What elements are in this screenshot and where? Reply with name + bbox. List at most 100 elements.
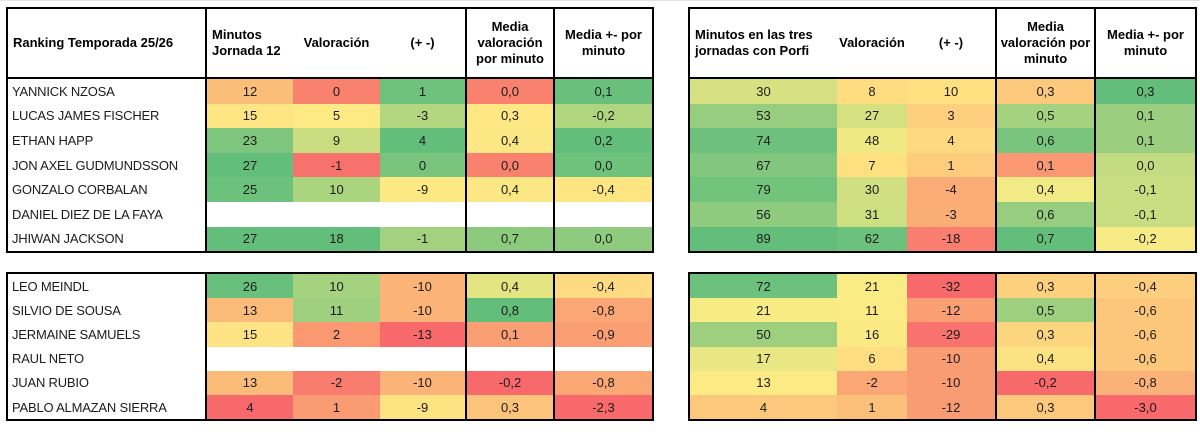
data-cell[interactable] [293,202,380,227]
data-cell[interactable]: -29 [907,322,995,347]
header-plus-minus[interactable]: (+ -) [410,34,435,50]
data-cell[interactable]: 0,4 [465,177,553,202]
data-cell[interactable]: 4 [205,394,293,420]
data-cell[interactable]: 13 [205,298,293,323]
data-cell[interactable]: -12 [907,394,995,420]
data-cell[interactable]: -0,9 [553,322,652,347]
data-cell[interactable]: 27 [205,152,293,178]
data-cell[interactable]: -0,6 [1094,322,1195,347]
data-cell[interactable]: 0,0 [553,226,652,252]
data-cell[interactable]: 27 [205,226,293,252]
data-cell[interactable]: -3 [380,103,465,129]
data-cell[interactable] [465,201,553,227]
data-cell[interactable]: -0,8 [553,298,652,323]
data-cell[interactable]: 13 [205,370,293,395]
player-name-cell[interactable]: DANIEL DIEZ DE LA FAYA [12,206,163,222]
data-cell[interactable]: 30 [690,79,837,104]
data-cell[interactable]: 0,1 [995,152,1094,178]
player-name-cell[interactable]: JERMAINE SAMUELS [12,326,141,342]
data-cell[interactable] [380,202,465,227]
data-cell[interactable]: 30 [837,177,907,202]
data-cell[interactable]: -0,2 [465,370,553,395]
data-cell[interactable]: -0,2 [995,370,1094,395]
data-cell[interactable]: 0,5 [995,298,1094,323]
data-cell[interactable]: 15 [205,322,293,347]
data-cell[interactable]: 12 [205,79,293,104]
data-cell[interactable]: -0,2 [553,103,652,129]
data-cell[interactable]: 56 [690,201,837,227]
player-name-cell[interactable]: GONZALO CORBALAN [12,182,148,198]
data-cell[interactable]: 0,4 [995,177,1094,202]
data-cell[interactable]: 0,3 [1094,79,1195,104]
data-cell[interactable]: -0,8 [553,370,652,395]
data-cell[interactable]: 48 [837,128,907,153]
header-plus-minus[interactable]: (+ -) [938,34,964,50]
header-valoracion[interactable]: Valoración [303,34,370,50]
data-cell[interactable]: 4 [380,128,465,153]
data-cell[interactable]: -10 [907,370,995,395]
data-cell[interactable]: 11 [837,298,907,323]
data-cell[interactable]: 31 [837,201,907,227]
data-cell[interactable]: 6 [837,346,907,371]
data-cell[interactable]: 10 [907,79,995,104]
data-cell[interactable] [205,346,293,371]
data-cell[interactable]: 0,0 [465,152,553,178]
data-cell[interactable]: 0,3 [465,103,553,129]
data-cell[interactable]: 1 [293,394,380,420]
header-media-plus-minus[interactable]: Media +- por minuto [553,9,652,77]
data-cell[interactable]: 2 [293,322,380,347]
data-cell[interactable]: 0,1 [553,79,652,104]
data-cell[interactable]: 3 [907,103,995,129]
data-cell[interactable]: 0,6 [995,128,1094,153]
data-cell[interactable]: -10 [907,346,995,371]
data-cell[interactable]: 0,3 [995,79,1094,104]
data-cell[interactable]: -0,4 [553,274,652,299]
data-cell[interactable]: 15 [205,103,293,129]
data-cell[interactable]: 8 [837,79,907,104]
data-cell[interactable]: 53 [690,103,837,129]
data-cell[interactable]: -9 [380,394,465,420]
data-cell[interactable]: 11 [293,298,380,323]
data-cell[interactable]: 21 [690,298,837,323]
data-cell[interactable]: 5 [293,103,380,129]
data-cell[interactable]: -0,2 [1094,226,1195,252]
data-cell[interactable]: 10 [293,177,380,202]
data-cell[interactable] [205,201,293,227]
player-name-cell[interactable]: LEO MEINDL [12,278,89,294]
data-cell[interactable] [380,347,465,371]
data-cell[interactable]: 17 [690,346,837,371]
data-cell[interactable]: 18 [293,226,380,252]
data-cell[interactable]: 0,1 [1094,103,1195,129]
data-cell[interactable]: 89 [690,226,837,252]
header-valoracion[interactable]: Valoración [839,34,905,50]
data-cell[interactable]: 0,7 [995,226,1094,252]
data-cell[interactable]: 23 [205,128,293,153]
data-cell[interactable]: 1 [380,79,465,104]
data-cell[interactable]: -2,3 [553,394,652,420]
header-minutos-porfi[interactable]: Minutos en las tres jornadas con Porfi [695,26,813,58]
data-cell[interactable]: 0,3 [995,394,1094,420]
data-cell[interactable]: 0,7 [465,226,553,252]
data-cell[interactable]: 10 [293,274,380,299]
data-cell[interactable]: 0,0 [553,152,652,178]
data-cell[interactable]: -0,8 [1094,370,1195,395]
data-cell[interactable]: 79 [690,177,837,202]
data-cell[interactable]: 0,1 [1094,128,1195,153]
player-name-cell[interactable]: JUAN RUBIO [12,375,89,391]
data-cell[interactable]: 0,2 [553,128,652,153]
player-name-cell[interactable]: ETHAN HAPP [12,132,94,148]
data-cell[interactable]: -0,1 [1094,177,1195,202]
data-cell[interactable]: 0,0 [465,79,553,104]
data-cell[interactable]: 25 [205,177,293,202]
data-cell[interactable]: -0,1 [1094,201,1195,227]
data-cell[interactable]: 16 [837,322,907,347]
data-cell[interactable]: -10 [380,274,465,299]
data-cell[interactable]: 0 [380,152,465,178]
data-cell[interactable]: 4 [690,394,837,420]
header-minutos-jornada[interactable]: Minutos Jornada 12 [205,9,293,77]
player-name-cell[interactable]: RAUL NETO [12,351,84,367]
data-cell[interactable]: 72 [690,274,837,299]
data-cell[interactable]: -12 [907,298,995,323]
data-cell[interactable]: -10 [380,370,465,395]
data-cell[interactable]: -10 [380,298,465,323]
